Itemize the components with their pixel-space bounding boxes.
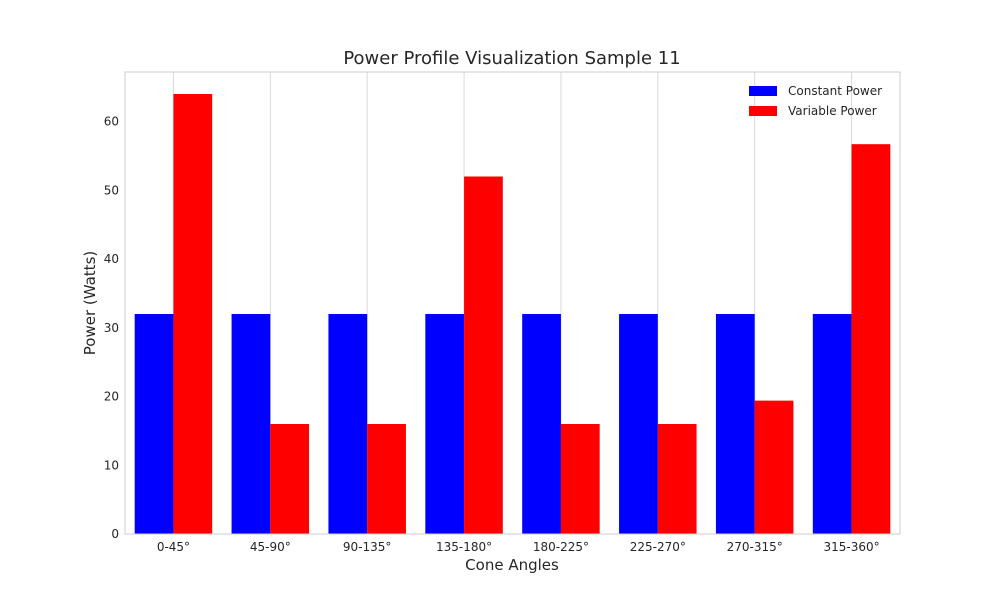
legend-swatch — [749, 106, 777, 116]
x-tick-label: 45-90° — [250, 540, 291, 554]
legend-swatch — [749, 86, 777, 96]
grid-lines — [172, 72, 853, 534]
chart-title: Power Profile Visualization Sample 11 — [343, 48, 680, 69]
bar-variable-power — [173, 94, 213, 534]
bar-variable-power — [657, 424, 697, 534]
bar-variable-power — [560, 424, 600, 534]
y-tick-label: 60 — [104, 115, 119, 129]
bar-constant-power — [134, 314, 174, 534]
bar-constant-power — [715, 314, 755, 534]
y-tick-label: 50 — [104, 183, 119, 197]
bar-variable-power — [464, 176, 503, 534]
x-axis-label: Cone Angles — [465, 556, 559, 574]
bar-constant-power — [619, 314, 658, 534]
bar-variable-power — [367, 424, 406, 534]
bar-constant-power — [328, 314, 368, 534]
x-tick-label: 90-135° — [343, 540, 392, 554]
plot-frame — [124, 71, 901, 535]
y-tick-label: 10 — [104, 458, 119, 472]
y-tick-label: 20 — [104, 390, 119, 404]
bar-variable-power — [851, 144, 891, 534]
x-tick-label: 225-270° — [630, 540, 686, 554]
bar-constant-power — [812, 314, 852, 534]
bar-constant-power — [231, 314, 271, 534]
x-tick-label: 135-180° — [436, 540, 492, 554]
legend-label: Constant Power — [788, 84, 882, 98]
x-tick-label: 270-315° — [727, 540, 783, 554]
bar-constant-power — [522, 314, 561, 534]
legend: Constant Power Variable Power — [749, 84, 882, 118]
bar-variable-power — [754, 400, 794, 534]
x-tick-label: 315-360° — [823, 540, 879, 554]
legend-label: Variable Power — [788, 104, 877, 118]
y-tick-label: 40 — [104, 252, 119, 266]
bar-constant-power — [425, 314, 465, 534]
y-axis-ticks: 0 10 20 30 40 50 60 — [104, 115, 119, 542]
bar-variable-power — [270, 424, 310, 534]
bars — [134, 94, 891, 534]
y-axis-label: Power (Watts) — [81, 251, 99, 355]
x-tick-label: 180-225° — [533, 540, 589, 554]
y-tick-label: 30 — [104, 321, 119, 335]
x-tick-label: 0-45° — [157, 540, 190, 554]
x-axis-ticks: 0-45° 45-90° 90-135° 135-180° 180-225° 225-27… — [157, 540, 880, 554]
y-tick-label: 0 — [111, 527, 119, 541]
